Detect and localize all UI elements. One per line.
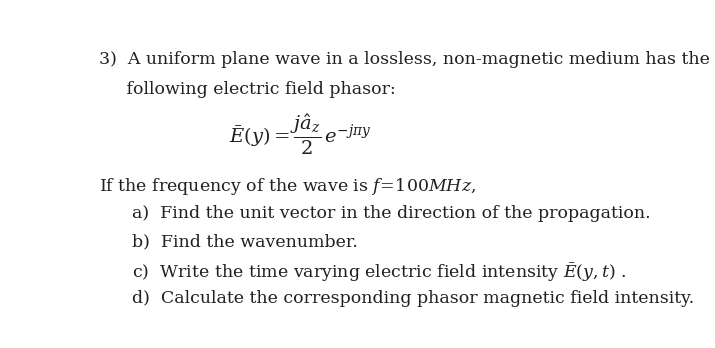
- Text: a)  Find the unit vector in the direction of the propagation.: a) Find the unit vector in the direction…: [99, 205, 651, 222]
- Text: c)  Write the time varying electric field intensity $\bar{E}(y,t)$ .: c) Write the time varying electric field…: [99, 261, 627, 284]
- Text: b)  Find the wavenumber.: b) Find the wavenumber.: [99, 234, 358, 250]
- Text: 3)  A uniform plane wave in a lossless, non-magnetic medium has the: 3) A uniform plane wave in a lossless, n…: [99, 51, 710, 68]
- Text: following electric field phasor:: following electric field phasor:: [99, 81, 396, 98]
- Text: $\bar{E}(y) = \dfrac{j\hat{a}_z}{2}\,e^{-j\pi y}$: $\bar{E}(y) = \dfrac{j\hat{a}_z}{2}\,e^{…: [229, 113, 371, 157]
- Text: If the frequency of the wave is $f\!=\!100MHz,$: If the frequency of the wave is $f\!=\!1…: [99, 176, 476, 197]
- Text: d)  Calculate the corresponding phasor magnetic field intensity.: d) Calculate the corresponding phasor ma…: [99, 291, 694, 307]
